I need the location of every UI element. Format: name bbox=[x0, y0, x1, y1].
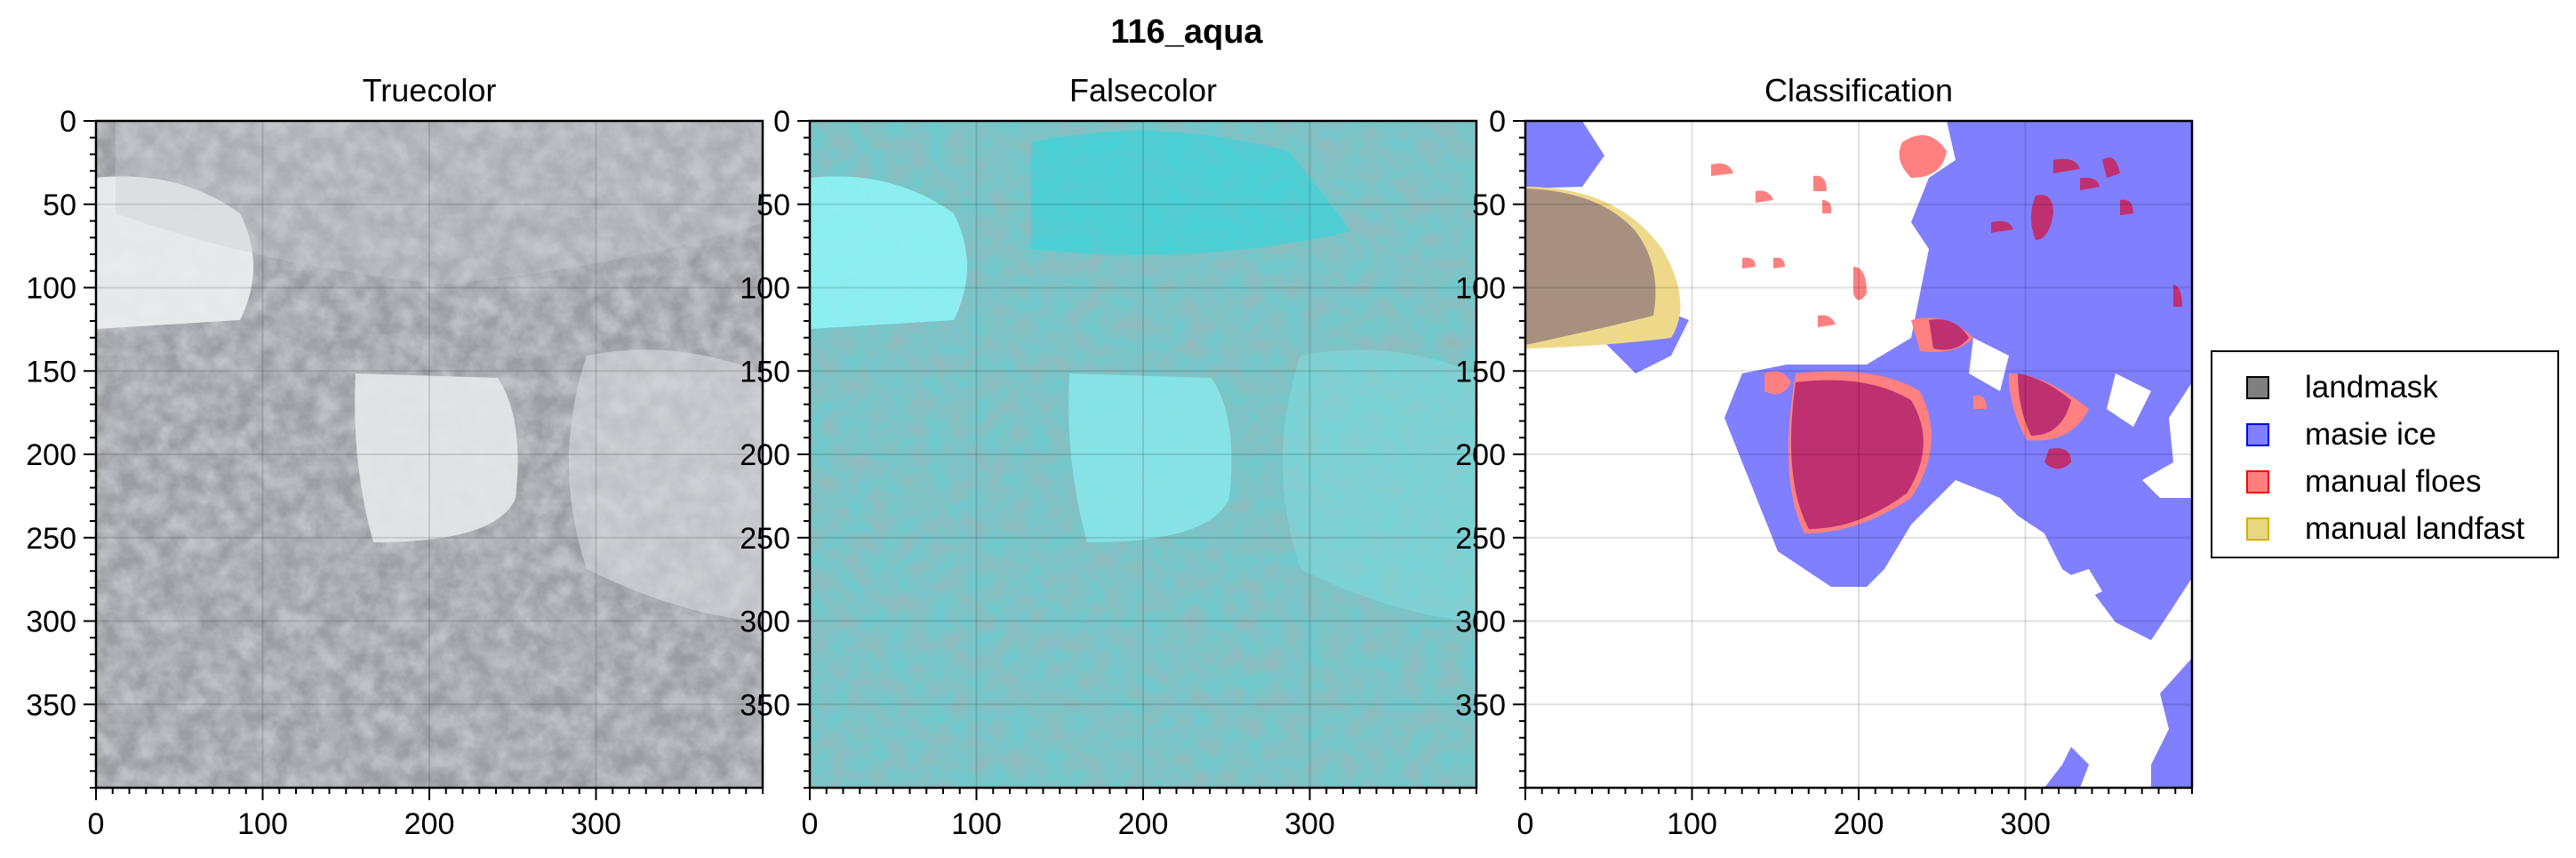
panel-title-falsecolor: Falsecolor bbox=[1069, 72, 1217, 108]
falsecolor-ytick-label-0: 0 bbox=[773, 105, 790, 139]
falsecolor-ytick-label-100: 100 bbox=[740, 272, 790, 306]
falsecolor-xtick-label-300: 300 bbox=[1284, 807, 1335, 841]
truecolor-ytick-label-0: 0 bbox=[60, 105, 76, 139]
truecolor-ytick-label-150: 150 bbox=[26, 355, 76, 389]
panel-title-classification: Classification bbox=[1764, 72, 1953, 108]
legend-label-masie-ice: masie ice bbox=[2305, 417, 2436, 452]
falsecolor-ytick-label-300: 300 bbox=[740, 605, 790, 639]
classification-ytick-label-150: 150 bbox=[1455, 355, 1506, 389]
classification-ytick-label-300: 300 bbox=[1455, 605, 1506, 639]
legend-swatch-landmask bbox=[2246, 376, 2269, 399]
classification-xtick-label-0: 0 bbox=[1517, 807, 1534, 841]
classification-xtick-label-300: 300 bbox=[2000, 807, 2051, 841]
truecolor-image bbox=[96, 121, 763, 788]
legend-item-manual-landfast: manual landfast bbox=[2246, 511, 2524, 547]
classification-xtick-label-200: 200 bbox=[1834, 807, 1884, 841]
classification-ytick-label-50: 50 bbox=[1472, 188, 1506, 222]
classification-ytick-label-100: 100 bbox=[1455, 272, 1506, 306]
classification-ytick-label-350: 350 bbox=[1455, 688, 1506, 722]
truecolor-ytick-label-300: 300 bbox=[26, 605, 76, 639]
truecolor-xtick-label-200: 200 bbox=[404, 807, 455, 841]
falsecolor-image bbox=[810, 121, 1476, 788]
classification-ytick-label-200: 200 bbox=[1455, 438, 1506, 472]
overlap-regions bbox=[1791, 157, 2182, 529]
truecolor-xtick-label-100: 100 bbox=[237, 807, 288, 841]
legend-item-landmask: landmask bbox=[2246, 370, 2438, 405]
landmask-region bbox=[1525, 188, 1656, 345]
classification-ytick-label-250: 250 bbox=[1455, 522, 1506, 556]
falsecolor-xtick-label-200: 200 bbox=[1118, 807, 1169, 841]
truecolor-ytick-label-100: 100 bbox=[26, 272, 76, 306]
truecolor-xtick-label-300: 300 bbox=[571, 807, 621, 841]
legend-label-manual-landfast: manual landfast bbox=[2305, 511, 2525, 546]
falsecolor-ytick-label-200: 200 bbox=[740, 438, 790, 472]
classification-image bbox=[1525, 121, 2192, 788]
legend-label-manual-floes: manual floes bbox=[2305, 464, 2482, 499]
falsecolor-ytick-label-250: 250 bbox=[740, 522, 790, 556]
classification-xtick-label-100: 100 bbox=[1667, 807, 1717, 841]
falsecolor-ytick-label-150: 150 bbox=[740, 355, 790, 389]
falsecolor-xtick-label-100: 100 bbox=[951, 807, 1002, 841]
legend-swatch-manual-floes bbox=[2246, 470, 2269, 493]
falsecolor-ytick-label-50: 50 bbox=[756, 188, 790, 222]
legend-swatch-masie-ice bbox=[2246, 423, 2269, 446]
truecolor-ytick-label-250: 250 bbox=[26, 522, 76, 556]
legend-label-landmask: landmask bbox=[2305, 370, 2438, 405]
truecolor-ytick-label-50: 50 bbox=[43, 188, 76, 222]
legend-item-manual-floes: manual floes bbox=[2246, 464, 2481, 500]
classification-ytick-label-0: 0 bbox=[1489, 105, 1506, 139]
truecolor-ytick-label-200: 200 bbox=[26, 438, 76, 472]
falsecolor-xtick-label-0: 0 bbox=[802, 807, 819, 841]
falsecolor-ytick-label-350: 350 bbox=[740, 688, 790, 722]
legend: landmask masie ice manual floes manual l… bbox=[2211, 350, 2559, 558]
legend-item-masie-ice: masie ice bbox=[2246, 417, 2436, 453]
legend-swatch-manual-landfast bbox=[2246, 517, 2269, 541]
figure-title: 116_aqua bbox=[1110, 13, 1263, 51]
truecolor-xtick-label-0: 0 bbox=[88, 807, 105, 841]
panel-title-truecolor: Truecolor bbox=[363, 72, 497, 108]
truecolor-ytick-label-350: 350 bbox=[26, 688, 76, 722]
